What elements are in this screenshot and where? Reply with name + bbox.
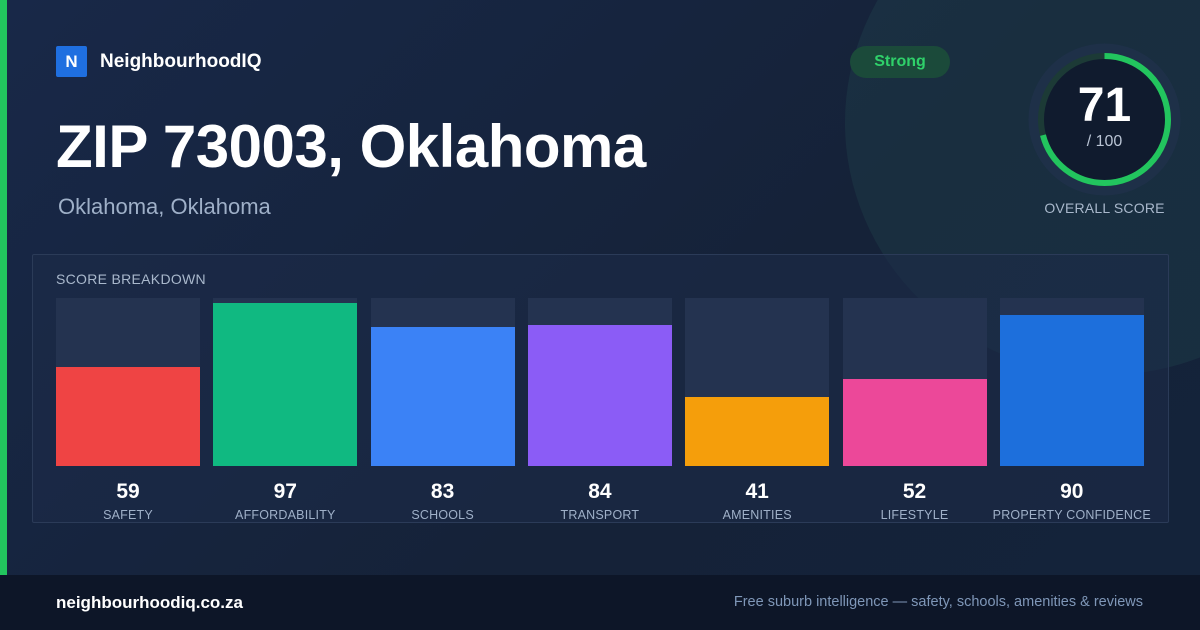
- brand[interactable]: N NeighbourhoodIQ: [56, 46, 261, 77]
- bar-transport: 84 TRANSPORT: [527, 298, 672, 526]
- bar-label: AFFORDABILITY: [235, 508, 336, 522]
- bar-label: LIFESTYLE: [880, 508, 949, 522]
- brand-name: NeighbourhoodIQ: [100, 50, 262, 72]
- bar-value: 97: [273, 480, 297, 503]
- bar-track: [370, 298, 515, 466]
- bar-fill-lifestyle: [842, 378, 987, 466]
- bar-schools: 83 SCHOOLS: [370, 298, 515, 526]
- bar-track: [527, 298, 672, 466]
- bar-fill-affordability: [213, 303, 358, 466]
- footer: neighbourhoodiq.co.za Free suburb intell…: [0, 575, 1200, 630]
- bar-label: PROPERTY CONFIDENCE: [992, 508, 1151, 522]
- bar-fill-property-confidence: [999, 314, 1144, 466]
- accent-bar: [0, 0, 7, 575]
- bar-track: [842, 298, 987, 466]
- bar-value: 90: [1060, 480, 1084, 503]
- bar-fill-transport: [527, 324, 672, 466]
- brand-logo-icon: N: [56, 46, 87, 77]
- bar-safety: 59 SAFETY: [56, 298, 200, 526]
- bar-fill-schools: [370, 326, 515, 466]
- overall-score-ring: [1028, 43, 1181, 196]
- bar-track: [999, 298, 1144, 466]
- page-subtitle: Oklahoma, Oklahoma: [58, 194, 271, 219]
- footer-tagline: Free suburb intelligence — safety, schoo…: [733, 594, 1143, 610]
- hero-card: N NeighbourhoodIQ ZIP 73003, Oklahoma Ok…: [0, 0, 1200, 575]
- score-breakdown-title: SCORE BREAKDOWN: [56, 271, 206, 287]
- status-badge: Strong: [850, 46, 950, 78]
- bar-track: [213, 298, 358, 466]
- bar-lifestyle: 52 LIFESTYLE: [842, 298, 987, 526]
- bar-track: [56, 298, 200, 466]
- bar-track: [685, 298, 830, 466]
- bar-affordability: 97 AFFORDABILITY: [213, 298, 358, 526]
- score-ring-inner: [1043, 58, 1166, 181]
- bar-label: SAFETY: [103, 508, 153, 522]
- overall-score-max: / 100: [1086, 133, 1123, 150]
- bar-property-confidence: 90 PROPERTY CONFIDENCE: [993, 298, 1151, 526]
- bar-fill-safety: [56, 366, 200, 466]
- bar-value: 59: [116, 480, 140, 503]
- bar-fill-amenities: [685, 397, 830, 466]
- bar-value: 52: [902, 480, 927, 503]
- bar-label: AMENITIES: [722, 508, 792, 522]
- bar-label: SCHOOLS: [411, 508, 474, 522]
- page-title: ZIP 73003, Oklahoma: [56, 113, 646, 180]
- overall-score-value: 71: [1077, 79, 1132, 132]
- bar-value: 41: [745, 480, 769, 503]
- bar-label: TRANSPORT: [560, 508, 640, 522]
- bar-value: 83: [430, 480, 455, 503]
- overall-score-label: OVERALL SCORE: [1044, 200, 1165, 216]
- bar-value: 84: [588, 480, 612, 503]
- footer-url-link[interactable]: neighbourhoodiq.co.za: [56, 593, 243, 612]
- score-ring-progress: [1038, 53, 1171, 186]
- bar-amenities: 41 AMENITIES: [685, 298, 830, 526]
